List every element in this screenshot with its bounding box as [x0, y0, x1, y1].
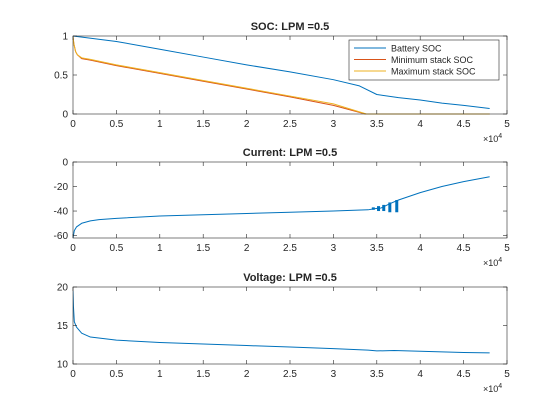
x-tick-label: 0.5	[109, 119, 123, 130]
series-line-chart2-1	[73, 176, 490, 239]
x-tick-label: 3	[331, 119, 337, 130]
x-exponent-power: 4	[498, 133, 502, 140]
x-exponent-label: ×104	[483, 133, 502, 144]
x-tick-label: 5	[504, 369, 510, 380]
legend-entry: Maximum stack SOC	[391, 67, 476, 77]
x-tick-label: 0	[70, 119, 76, 130]
axes-1: 0 0.5 1 1.5 2 2.5 3 3.5 4 4.5 5 0 0.5 1 SOC: LPM =0.5 ×…	[54, 21, 510, 144]
x-tick-label: 4.5	[457, 119, 471, 130]
x-tick-label: 3.5	[370, 369, 384, 380]
x-exponent-label: ×104	[483, 383, 502, 394]
x-tick-label: 4	[417, 119, 423, 130]
x-tick-label: 4.5	[457, 243, 471, 254]
y-tick-label: -20	[54, 182, 69, 193]
y-tick-label: 20	[57, 283, 69, 294]
y-tick-label: 1	[62, 32, 68, 43]
y-tick-label: -40	[54, 207, 69, 218]
x-tick-label: 3.5	[370, 119, 384, 130]
x-tick-label: 2.5	[283, 119, 297, 130]
y-tick-label: 0.5	[54, 71, 68, 82]
x-tick-label: 2.5	[283, 243, 297, 254]
y-tick-label: 0	[62, 158, 68, 169]
series-layer	[73, 35, 490, 115]
x-tick-label: 5	[504, 243, 510, 254]
x-tick-label: 0	[70, 369, 76, 380]
x-tick-label: 1	[157, 369, 163, 380]
x-tick-label: 4	[417, 243, 423, 254]
x-tick-label: 1	[157, 119, 163, 130]
x-exponent-base: ×10	[483, 258, 498, 268]
x-tick-label: 2	[244, 243, 250, 254]
series-layer	[73, 290, 490, 354]
series-line-maximum-stack-soc	[73, 35, 490, 115]
y-tick-label: -60	[54, 231, 69, 242]
axes-3: 0 0.5 1 1.5 2 2.5 3 3.5 4 4.5 5 10 15 20 Voltage: LPM …	[57, 272, 510, 394]
plots-layer: 0 0.5 1 1.5 2 2.5 3 3.5 4 4.5 5 0 0.5 1 SOC: LPM =0.5 ×…	[54, 21, 511, 394]
x-exponent-power: 4	[498, 257, 502, 264]
x-tick-label: 1.5	[196, 369, 210, 380]
plot-area	[73, 287, 507, 364]
x-tick-label: 5	[504, 119, 510, 130]
chart-title: Current: LPM =0.5	[243, 147, 337, 159]
y-tick-label: 15	[57, 321, 69, 332]
legend-entry: Battery SOC	[391, 44, 442, 54]
x-tick-label: 4	[417, 369, 423, 380]
x-tick-label: 0.5	[109, 243, 123, 254]
x-exponent-power: 4	[498, 383, 502, 390]
chart-title: Voltage: LPM =0.5	[243, 272, 337, 284]
y-tick-label: 10	[57, 360, 69, 371]
y-tick-label: 0	[62, 110, 68, 121]
chart-title: SOC: LPM =0.5	[251, 21, 330, 33]
x-tick-label: 3	[331, 243, 337, 254]
x-tick-label: 2	[244, 119, 250, 130]
x-tick-label: 1.5	[196, 119, 210, 130]
legend-entry: Minimum stack SOC	[391, 55, 474, 65]
x-exponent-base: ×10	[483, 134, 498, 144]
series-layer	[73, 176, 490, 239]
x-tick-label: 0	[70, 243, 76, 254]
x-tick-label: 4.5	[457, 369, 471, 380]
x-tick-label: 2.5	[283, 369, 297, 380]
series-line-battery-soc	[73, 35, 490, 110]
x-exponent-label: ×104	[483, 257, 502, 268]
x-tick-label: 3.5	[370, 243, 384, 254]
x-tick-label: 1	[157, 243, 163, 254]
axes-2: 0 0.5 1 1.5 2 2.5 3 3.5 4 4.5 5 -60 -40 -20 0 Current: …	[54, 147, 511, 268]
series-line-chart3-1	[73, 290, 490, 354]
plot-area	[73, 162, 507, 238]
x-tick-label: 3	[331, 369, 337, 380]
x-tick-label: 2	[244, 369, 250, 380]
x-tick-label: 0.5	[109, 369, 123, 380]
x-tick-label: 1.5	[196, 243, 210, 254]
x-exponent-base: ×10	[483, 384, 498, 394]
